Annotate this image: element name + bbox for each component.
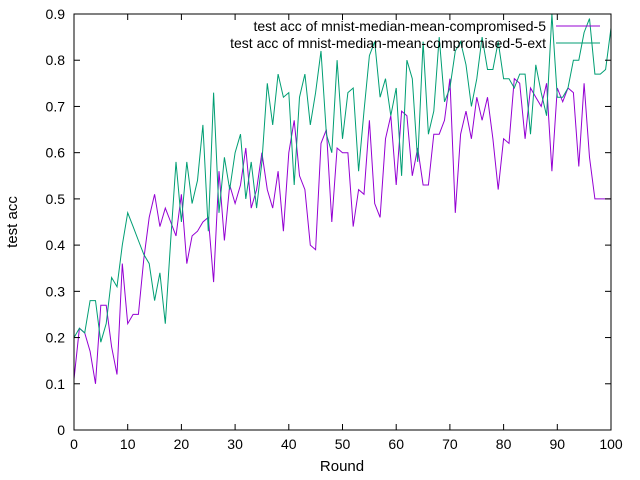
legend: test acc of mnist-median-mean-compromise… [230,18,600,51]
series-line-1 [73,77,611,384]
series-line-2 [73,13,612,343]
legend-label-2: test acc of mnist-median-mean-compromise… [230,35,546,51]
x-tick-label: 10 [120,436,136,452]
legend-label-1: test acc of mnist-median-mean-compromise… [253,18,546,34]
y-tick-label: 0 [57,422,65,438]
y-tick-label: 0.3 [46,283,66,299]
y-tick-label: 0.8 [46,52,66,68]
y-tick-label: 0.4 [46,237,66,253]
x-tick-label: 70 [442,436,458,452]
x-tick-label: 100 [599,436,623,452]
x-tick-label: 40 [281,436,297,452]
y-tick-label: 0.6 [46,145,66,161]
x-tick-label: 30 [227,436,243,452]
x-tick-label: 20 [174,436,190,452]
y-tick-label: 0.2 [46,330,66,346]
y-axis-label: test acc [4,196,21,248]
y-tick-label: 0.9 [46,6,66,22]
x-tick-label: 60 [388,436,404,452]
series-layer [73,13,612,384]
x-tick-label: 80 [496,436,512,452]
x-axis-label: Round [320,458,364,475]
y-tick-label: 0.7 [46,98,66,114]
y-tick-label: 0.5 [46,191,66,207]
x-tick-label: 50 [335,436,351,452]
ticks-layer: 0 10 20 30 40 50 60 70 80 90 100 0 0.1 0.2 0.3 0.4 0.5 0.… [46,6,623,452]
y-tick-label: 0.1 [46,376,66,392]
x-tick-label: 90 [550,436,566,452]
x-tick-label: 0 [70,436,78,452]
